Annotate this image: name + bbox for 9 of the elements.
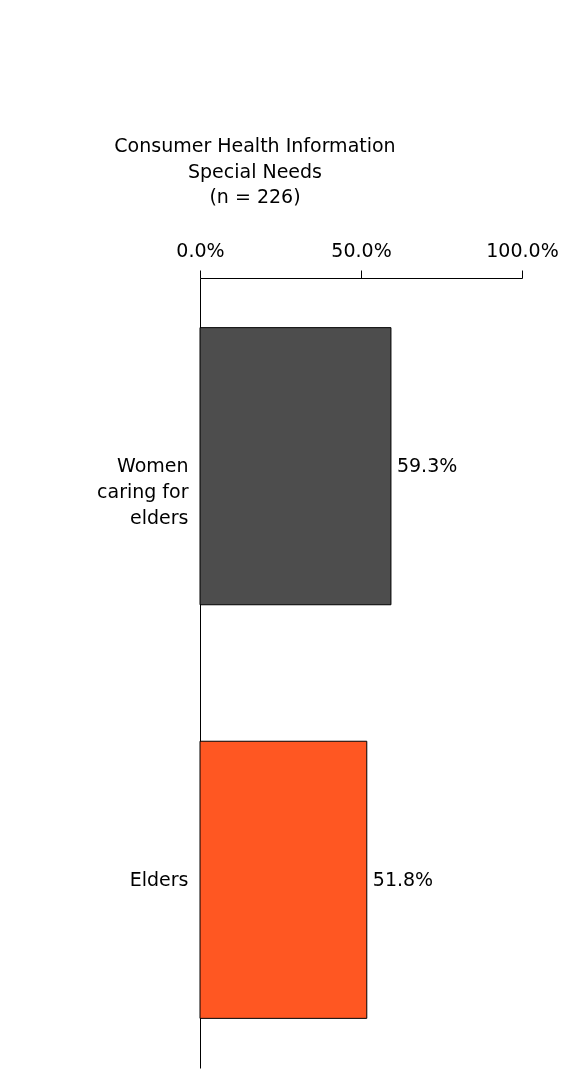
x-tick-label: 50.0% <box>331 238 392 261</box>
x-tick-label: 0.0% <box>176 238 225 261</box>
data-label: 51.8% <box>372 867 434 890</box>
x-tick-label: 100.0% <box>486 238 559 261</box>
y-tick-label: Women caring for elders <box>97 454 189 529</box>
data-label: 59.3% <box>396 454 458 477</box>
y-tick-label: Elders <box>129 867 189 890</box>
chart-title: Consumer Health Information Special Needs <box>114 134 396 182</box>
chart-subtitle: (n = 226) <box>209 185 301 207</box>
